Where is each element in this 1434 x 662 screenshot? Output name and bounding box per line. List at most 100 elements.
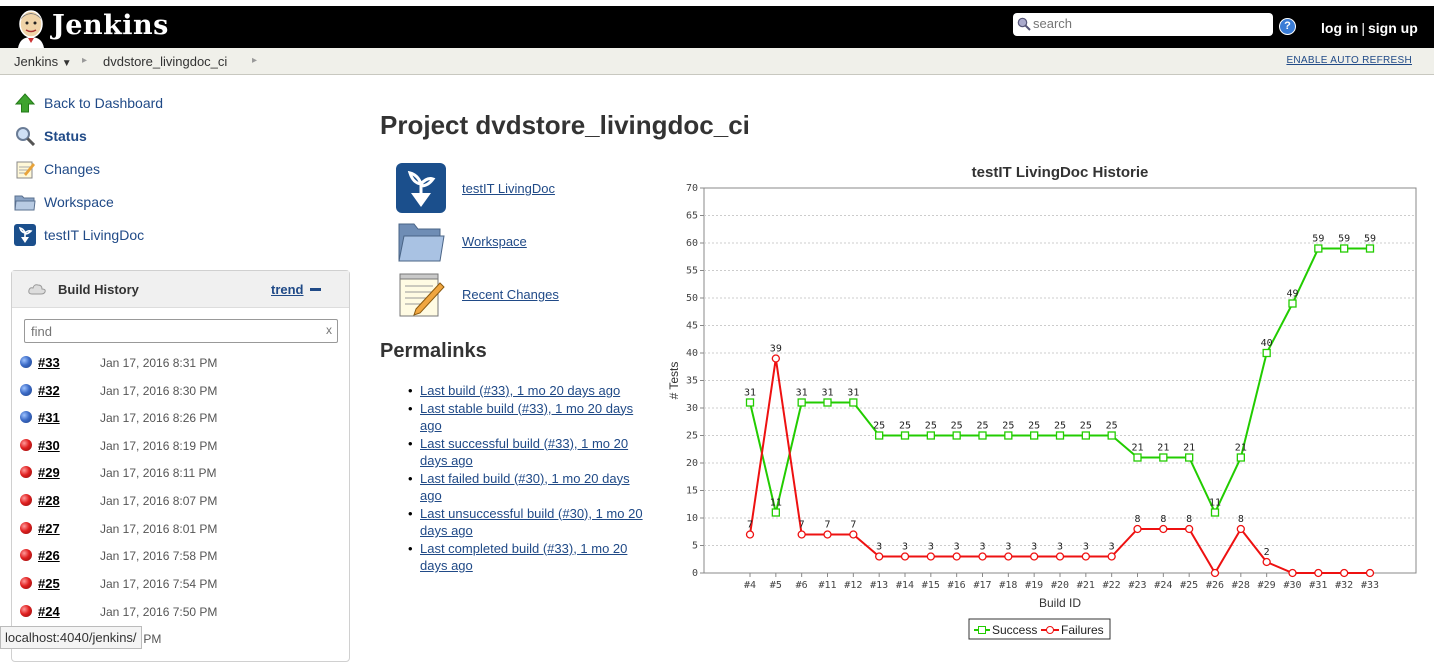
permalink-last-stable-build[interactable]: Last stable build (#33), 1 mo 20 days ag… — [420, 400, 634, 434]
data-label: 3 — [1109, 542, 1115, 553]
data-label: 3 — [1031, 542, 1037, 553]
data-point — [1030, 552, 1039, 561]
permalink-last-build[interactable]: Last build (#33), 1 mo 20 days ago — [420, 383, 621, 398]
build-number-link[interactable]: #30 — [38, 438, 60, 453]
x-tick-label: #4 — [744, 580, 756, 591]
build-number-link[interactable]: #29 — [38, 465, 60, 480]
sidebar-item-changes[interactable]: Changes — [14, 157, 100, 181]
brand-name[interactable]: Jenkins — [52, 10, 169, 41]
y-tick-label: 40 — [686, 348, 698, 359]
x-tick-label: #24 — [1154, 580, 1172, 591]
build-number-link[interactable]: #27 — [38, 521, 60, 536]
x-tick-label: #33 — [1361, 580, 1379, 591]
data-point — [1340, 244, 1349, 253]
breadcrumb-project[interactable]: dvdstore_livingdoc_ci — [103, 54, 228, 69]
main-link-label: testIT LivingDoc — [462, 181, 555, 196]
build-filter[interactable]: x — [24, 319, 338, 343]
header-bar: Jenkins ? log in|sign up — [0, 6, 1434, 48]
jenkins-logo-icon[interactable] — [12, 8, 50, 48]
data-label: 59 — [1312, 234, 1324, 245]
x-tick-label: #32 — [1335, 580, 1353, 591]
data-label: 25 — [873, 421, 885, 432]
sidebar-item-workspace[interactable]: Workspace — [14, 190, 114, 214]
build-history-row[interactable]: #32 Jan 17, 2016 8:30 PM — [11, 381, 348, 401]
build-history-row[interactable]: #30 Jan 17, 2016 8:19 PM — [11, 436, 348, 456]
build-date: Jan 17, 2016 7:54 PM — [100, 577, 218, 591]
build-history-row[interactable]: #31 Jan 17, 2016 8:26 PM — [11, 408, 348, 428]
build-number-link[interactable]: #33 — [38, 355, 60, 370]
search-input[interactable] — [1033, 14, 1263, 33]
data-point — [1262, 557, 1271, 567]
login-link[interactable]: log in — [1321, 20, 1359, 36]
help-icon[interactable]: ? — [1279, 18, 1296, 35]
permalink-item[interactable]: Last failed build (#30), 1 mo 20 days ag… — [406, 470, 646, 505]
data-label: 25 — [951, 421, 963, 432]
data-point — [1055, 431, 1065, 440]
search-box[interactable] — [1013, 13, 1273, 36]
success-ball-icon — [20, 356, 32, 368]
failure-ball-icon — [20, 522, 32, 534]
build-date: Jan 17, 2016 8:31 PM — [100, 356, 218, 370]
signup-link[interactable]: sign up — [1367, 20, 1418, 36]
x-tick-label: #13 — [870, 580, 888, 591]
sidebar-item-back-to-dashboard[interactable]: Back to Dashboard — [14, 91, 163, 115]
data-point — [797, 398, 806, 407]
build-number-link[interactable]: #31 — [38, 410, 60, 425]
permalink-item[interactable]: Last stable build (#33), 1 mo 20 days ag… — [406, 400, 646, 435]
data-label: 2 — [1264, 547, 1270, 558]
page-title: Project dvdstore_livingdoc_ci — [380, 110, 750, 140]
data-label: 7 — [799, 520, 805, 531]
build-number-link[interactable]: #25 — [38, 576, 60, 591]
build-number-link[interactable]: #32 — [38, 383, 60, 398]
build-number-link[interactable]: #24 — [38, 604, 60, 619]
data-label: 8 — [1160, 514, 1166, 525]
permalink-last-completed-build[interactable]: Last completed build (#33), 1 mo 20 days… — [420, 540, 628, 574]
build-history-row[interactable]: #28 Jan 17, 2016 8:07 PM — [11, 491, 348, 511]
data-point — [900, 431, 910, 440]
build-date: Jan 17, 2016 7:50 PM — [100, 605, 218, 619]
x-tick-label: #16 — [948, 580, 966, 591]
clear-filter-icon[interactable]: x — [326, 323, 332, 337]
build-history-row[interactable]: #25 Jan 17, 2016 7:54 PM — [11, 574, 348, 594]
magnifier-icon — [14, 125, 36, 147]
build-history-row[interactable]: #24 Jan 17, 2016 7:50 PM — [11, 602, 348, 622]
sidebar-item-label: Changes — [44, 161, 101, 177]
build-number-link[interactable]: #28 — [38, 493, 60, 508]
data-point — [926, 431, 935, 440]
build-history-row[interactable]: #27 Jan 17, 2016 8:01 PM — [11, 519, 348, 539]
permalink-last-unsuccessful-build[interactable]: Last unsuccessful build (#30), 1 mo 20 d… — [420, 505, 643, 539]
permalink-last-failed-build[interactable]: Last failed build (#30), 1 mo 20 days ag… — [420, 470, 630, 504]
data-label: 3 — [928, 542, 934, 553]
build-history-row[interactable]: #26 Jan 17, 2016 7:58 PM — [11, 546, 348, 566]
build-history-row[interactable]: #29 Jan 17, 2016 8:11 PM — [11, 463, 348, 483]
breadcrumb-jenkins[interactable]: Jenkins ▼ — [14, 54, 72, 69]
x-tick-label: #28 — [1232, 580, 1250, 591]
data-label: 3 — [876, 542, 882, 553]
data-point — [1030, 431, 1039, 440]
x-tick-label: #11 — [818, 580, 836, 591]
build-history-header: Build History trend — [12, 271, 349, 308]
build-history-row[interactable]: #33 Jan 17, 2016 8:31 PM — [11, 353, 348, 373]
build-number-link[interactable]: #26 — [38, 548, 60, 563]
x-tick-label: #30 — [1283, 580, 1301, 591]
data-label: 7 — [850, 520, 856, 531]
trend-link[interactable]: trend — [271, 282, 304, 297]
permalink-item[interactable]: Last completed build (#33), 1 mo 20 days… — [406, 540, 646, 575]
collapse-icon[interactable] — [310, 288, 321, 291]
permalink-item[interactable]: Last successful build (#33), 1 mo 20 day… — [406, 435, 646, 470]
failure-ball-icon — [20, 466, 32, 478]
sidebar-item-status[interactable]: Status — [14, 124, 87, 148]
data-label: 11 — [1209, 498, 1221, 509]
chart-title: testIT LivingDoc Historie — [972, 164, 1149, 181]
data-label: 59 — [1338, 234, 1350, 245]
chevron-down-icon[interactable]: ▼ — [61, 58, 72, 69]
build-filter-input[interactable] — [31, 322, 311, 340]
x-tick-label: #23 — [1128, 580, 1146, 591]
permalink-item[interactable]: Last unsuccessful build (#30), 1 mo 20 d… — [406, 505, 646, 540]
permalink-last-successful-build[interactable]: Last successful build (#33), 1 mo 20 day… — [420, 435, 629, 469]
test-history-chart[interactable]: testIT LivingDoc Historie 0 5 10 15 20 25 30 35 4… — [664, 156, 1434, 651]
enable-auto-refresh-link[interactable]: ENABLE AUTO REFRESH — [1286, 55, 1412, 66]
data-label: 21 — [1235, 443, 1247, 454]
sidebar-item-testit-livingdoc[interactable]: testIT LivingDoc — [14, 223, 144, 247]
permalink-item[interactable]: Last build (#33), 1 mo 20 days ago — [406, 382, 646, 400]
